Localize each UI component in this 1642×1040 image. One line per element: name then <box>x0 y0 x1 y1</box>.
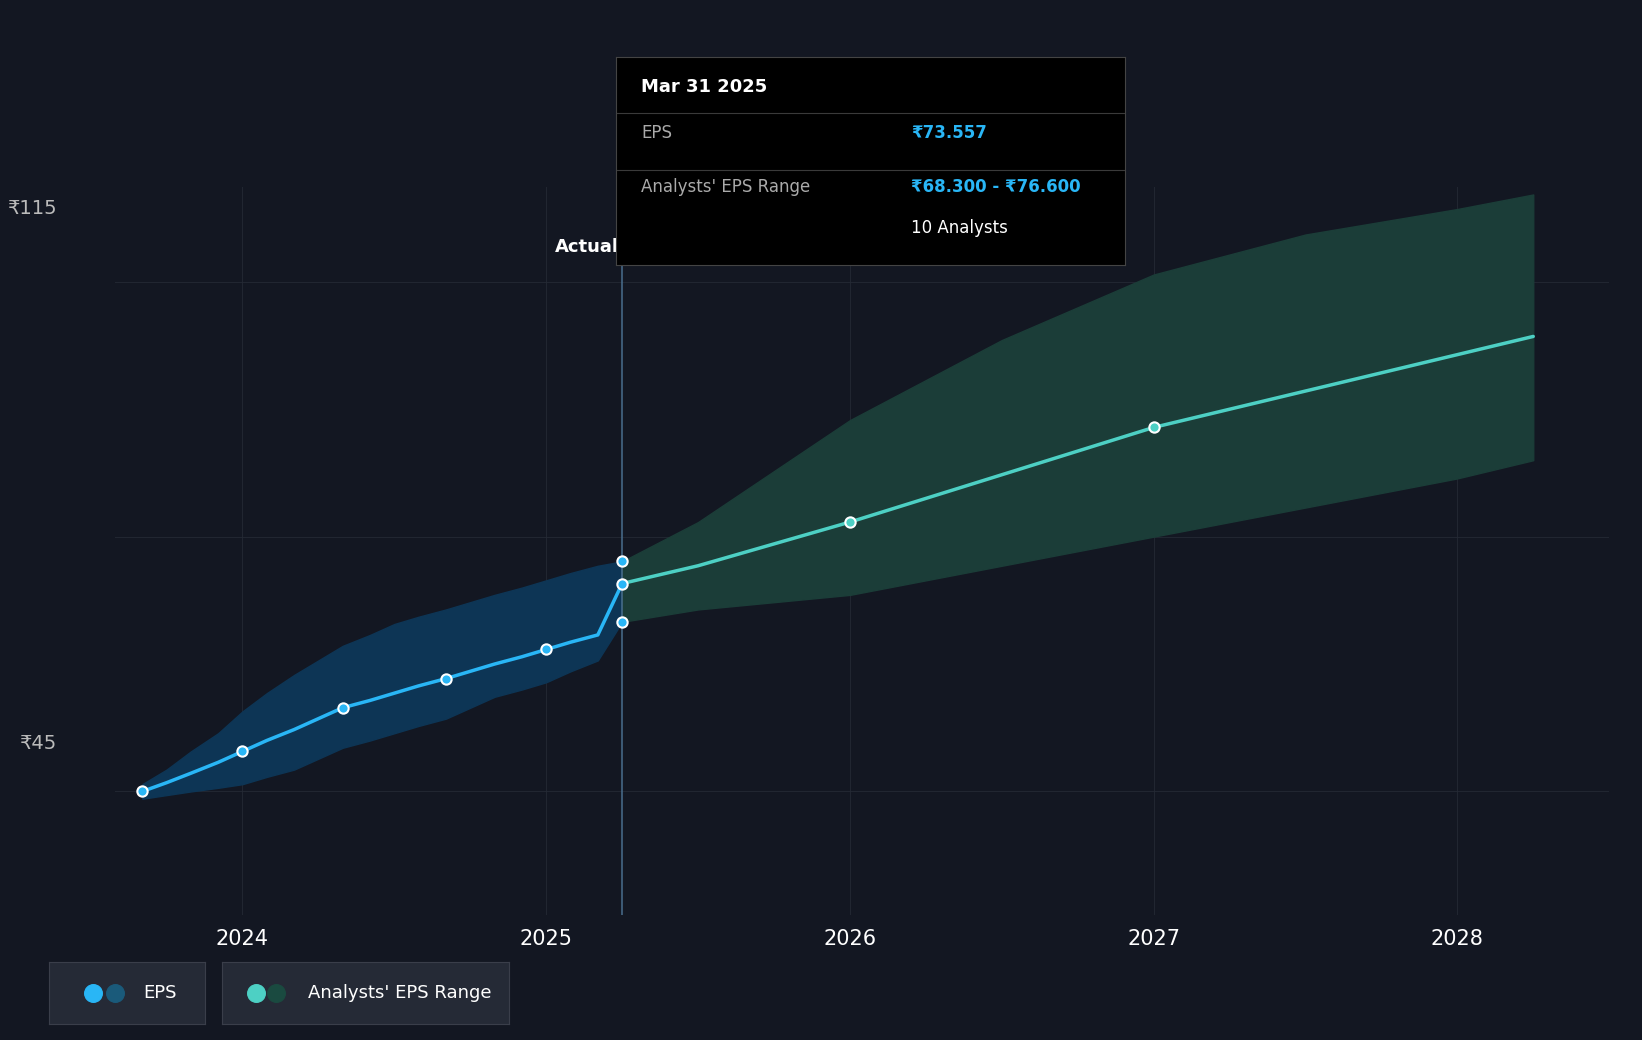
Text: Mar 31 2025: Mar 31 2025 <box>642 78 767 96</box>
Text: Analysts Forecasts: Analysts Forecasts <box>626 238 793 256</box>
Point <box>665 701 691 718</box>
Point <box>511 701 537 718</box>
Point <box>609 575 635 592</box>
Point <box>837 514 864 530</box>
Point <box>433 671 460 687</box>
Text: ₹45: ₹45 <box>20 734 57 753</box>
Point <box>130 783 156 800</box>
Point <box>609 614 635 630</box>
Point <box>709 701 736 718</box>
Point <box>609 553 635 570</box>
Text: ₹68.300 - ₹76.600: ₹68.300 - ₹76.600 <box>911 178 1080 196</box>
Text: ₹115: ₹115 <box>8 199 57 217</box>
Text: EPS: EPS <box>642 124 672 141</box>
Text: Actual: Actual <box>555 238 619 256</box>
Point <box>230 743 256 759</box>
Text: Analysts' EPS Range: Analysts' EPS Range <box>642 178 811 196</box>
Point <box>330 699 356 716</box>
Text: Analysts' EPS Range: Analysts' EPS Range <box>309 984 491 1003</box>
Text: EPS: EPS <box>143 984 176 1003</box>
Text: 10 Analysts: 10 Analysts <box>911 219 1008 237</box>
Point <box>1141 419 1167 436</box>
Text: ₹73.557: ₹73.557 <box>911 124 987 141</box>
Point <box>534 641 560 658</box>
Point <box>849 701 875 718</box>
